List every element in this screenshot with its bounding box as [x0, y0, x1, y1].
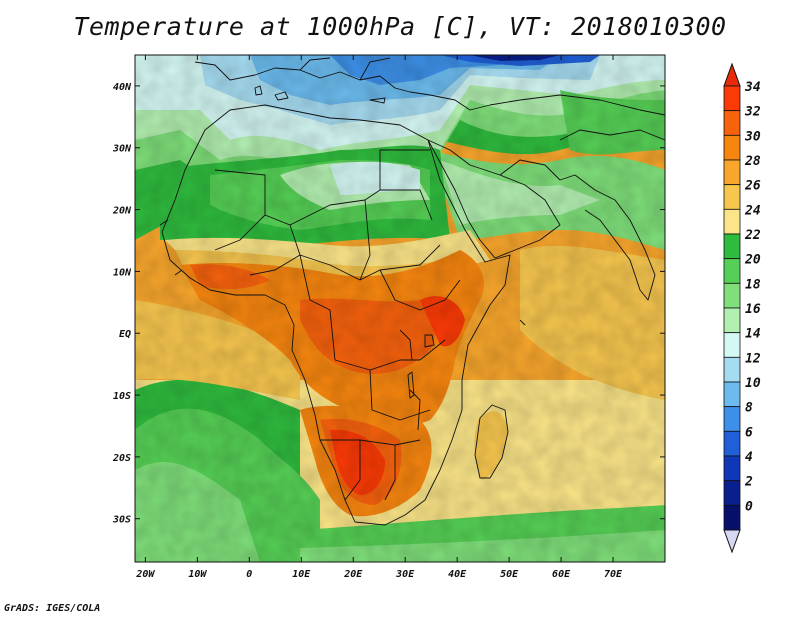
colorbar-segment — [723, 332, 741, 358]
colorbar-label: 24 — [744, 203, 761, 218]
lon-tick-label: 30E — [395, 569, 415, 580]
colorbar-segment — [723, 430, 741, 457]
lat-tick-label: 30S — [112, 515, 131, 526]
colorbar-label: 12 — [745, 351, 761, 366]
colorbar-label: 10 — [745, 376, 761, 391]
lat-tick-label: 20N — [112, 206, 132, 217]
lat-tick-label: 30N — [112, 144, 132, 155]
lon-tick-label: 40E — [448, 569, 467, 580]
colorbar-segment — [723, 356, 741, 383]
colorbar-label: 8 — [745, 401, 753, 416]
colorbar-label: 6 — [745, 425, 753, 440]
colorbar-segment — [723, 381, 741, 408]
colorbar-label: 14 — [745, 327, 761, 342]
colorbar-label: 30 — [744, 129, 761, 144]
lat-tick-label: 10S — [113, 391, 131, 402]
lat-tick-label: 40N — [113, 82, 132, 93]
colorbar-segment — [723, 406, 741, 432]
colorbar-label: 2 — [744, 475, 753, 490]
colorbar-segment — [723, 480, 741, 506]
colorbar-segment — [723, 110, 741, 136]
credit-text: GrADS: IGES/COLA — [4, 603, 101, 614]
country-borders — [159, 57, 665, 526]
temperature-field — [135, 55, 665, 562]
colorbar-label: 26 — [744, 179, 761, 194]
colorbar-label: 0 — [745, 499, 753, 514]
chart-title: Temperature at 1000hPa [C], VT: 20180103… — [73, 12, 727, 41]
colorbar-segment — [723, 85, 741, 112]
colorbar-label: 34 — [744, 80, 761, 95]
lon-tick-label: 50E — [500, 569, 519, 580]
lat-tick-label: 20S — [112, 453, 131, 464]
colorbar-segment — [723, 258, 741, 284]
colorbar-segment — [723, 504, 741, 531]
colorbar-label: 4 — [745, 450, 753, 465]
colorbar-label: 20 — [744, 253, 761, 268]
colorbar-segment — [723, 208, 741, 235]
colorbar-segment — [723, 455, 741, 482]
lon-tick-label: 0 — [246, 569, 252, 580]
colorbar-segment — [723, 282, 741, 309]
map-frame — [134, 54, 666, 563]
colorbar-segment — [723, 307, 741, 334]
colorbar-segment — [723, 159, 741, 186]
colorbar-segment — [723, 134, 741, 161]
lon-tick-label: 20W — [135, 569, 155, 580]
lon-tick-label: 10W — [188, 569, 207, 580]
colorbar-segment — [723, 233, 741, 260]
colorbar-bottom-arrow — [723, 529, 741, 554]
colorbar-label: 22 — [744, 228, 761, 243]
colorbar-label: 28 — [744, 154, 761, 169]
lon-tick-label: 70E — [604, 569, 623, 580]
lon-tick-label: 60E — [552, 569, 571, 580]
lon-tick-label: 20E — [343, 569, 363, 580]
colorbar-segment — [723, 184, 741, 210]
colorbar-label: 16 — [745, 302, 761, 317]
lat-tick-label: 10N — [113, 267, 132, 278]
lat-tick-label: EQ — [119, 329, 131, 340]
lon-tick-label: 10E — [292, 569, 311, 580]
colorbar-label: 32 — [744, 105, 761, 120]
colorbar-label: 18 — [745, 277, 761, 292]
colorbar-top-arrow — [723, 62, 741, 87]
